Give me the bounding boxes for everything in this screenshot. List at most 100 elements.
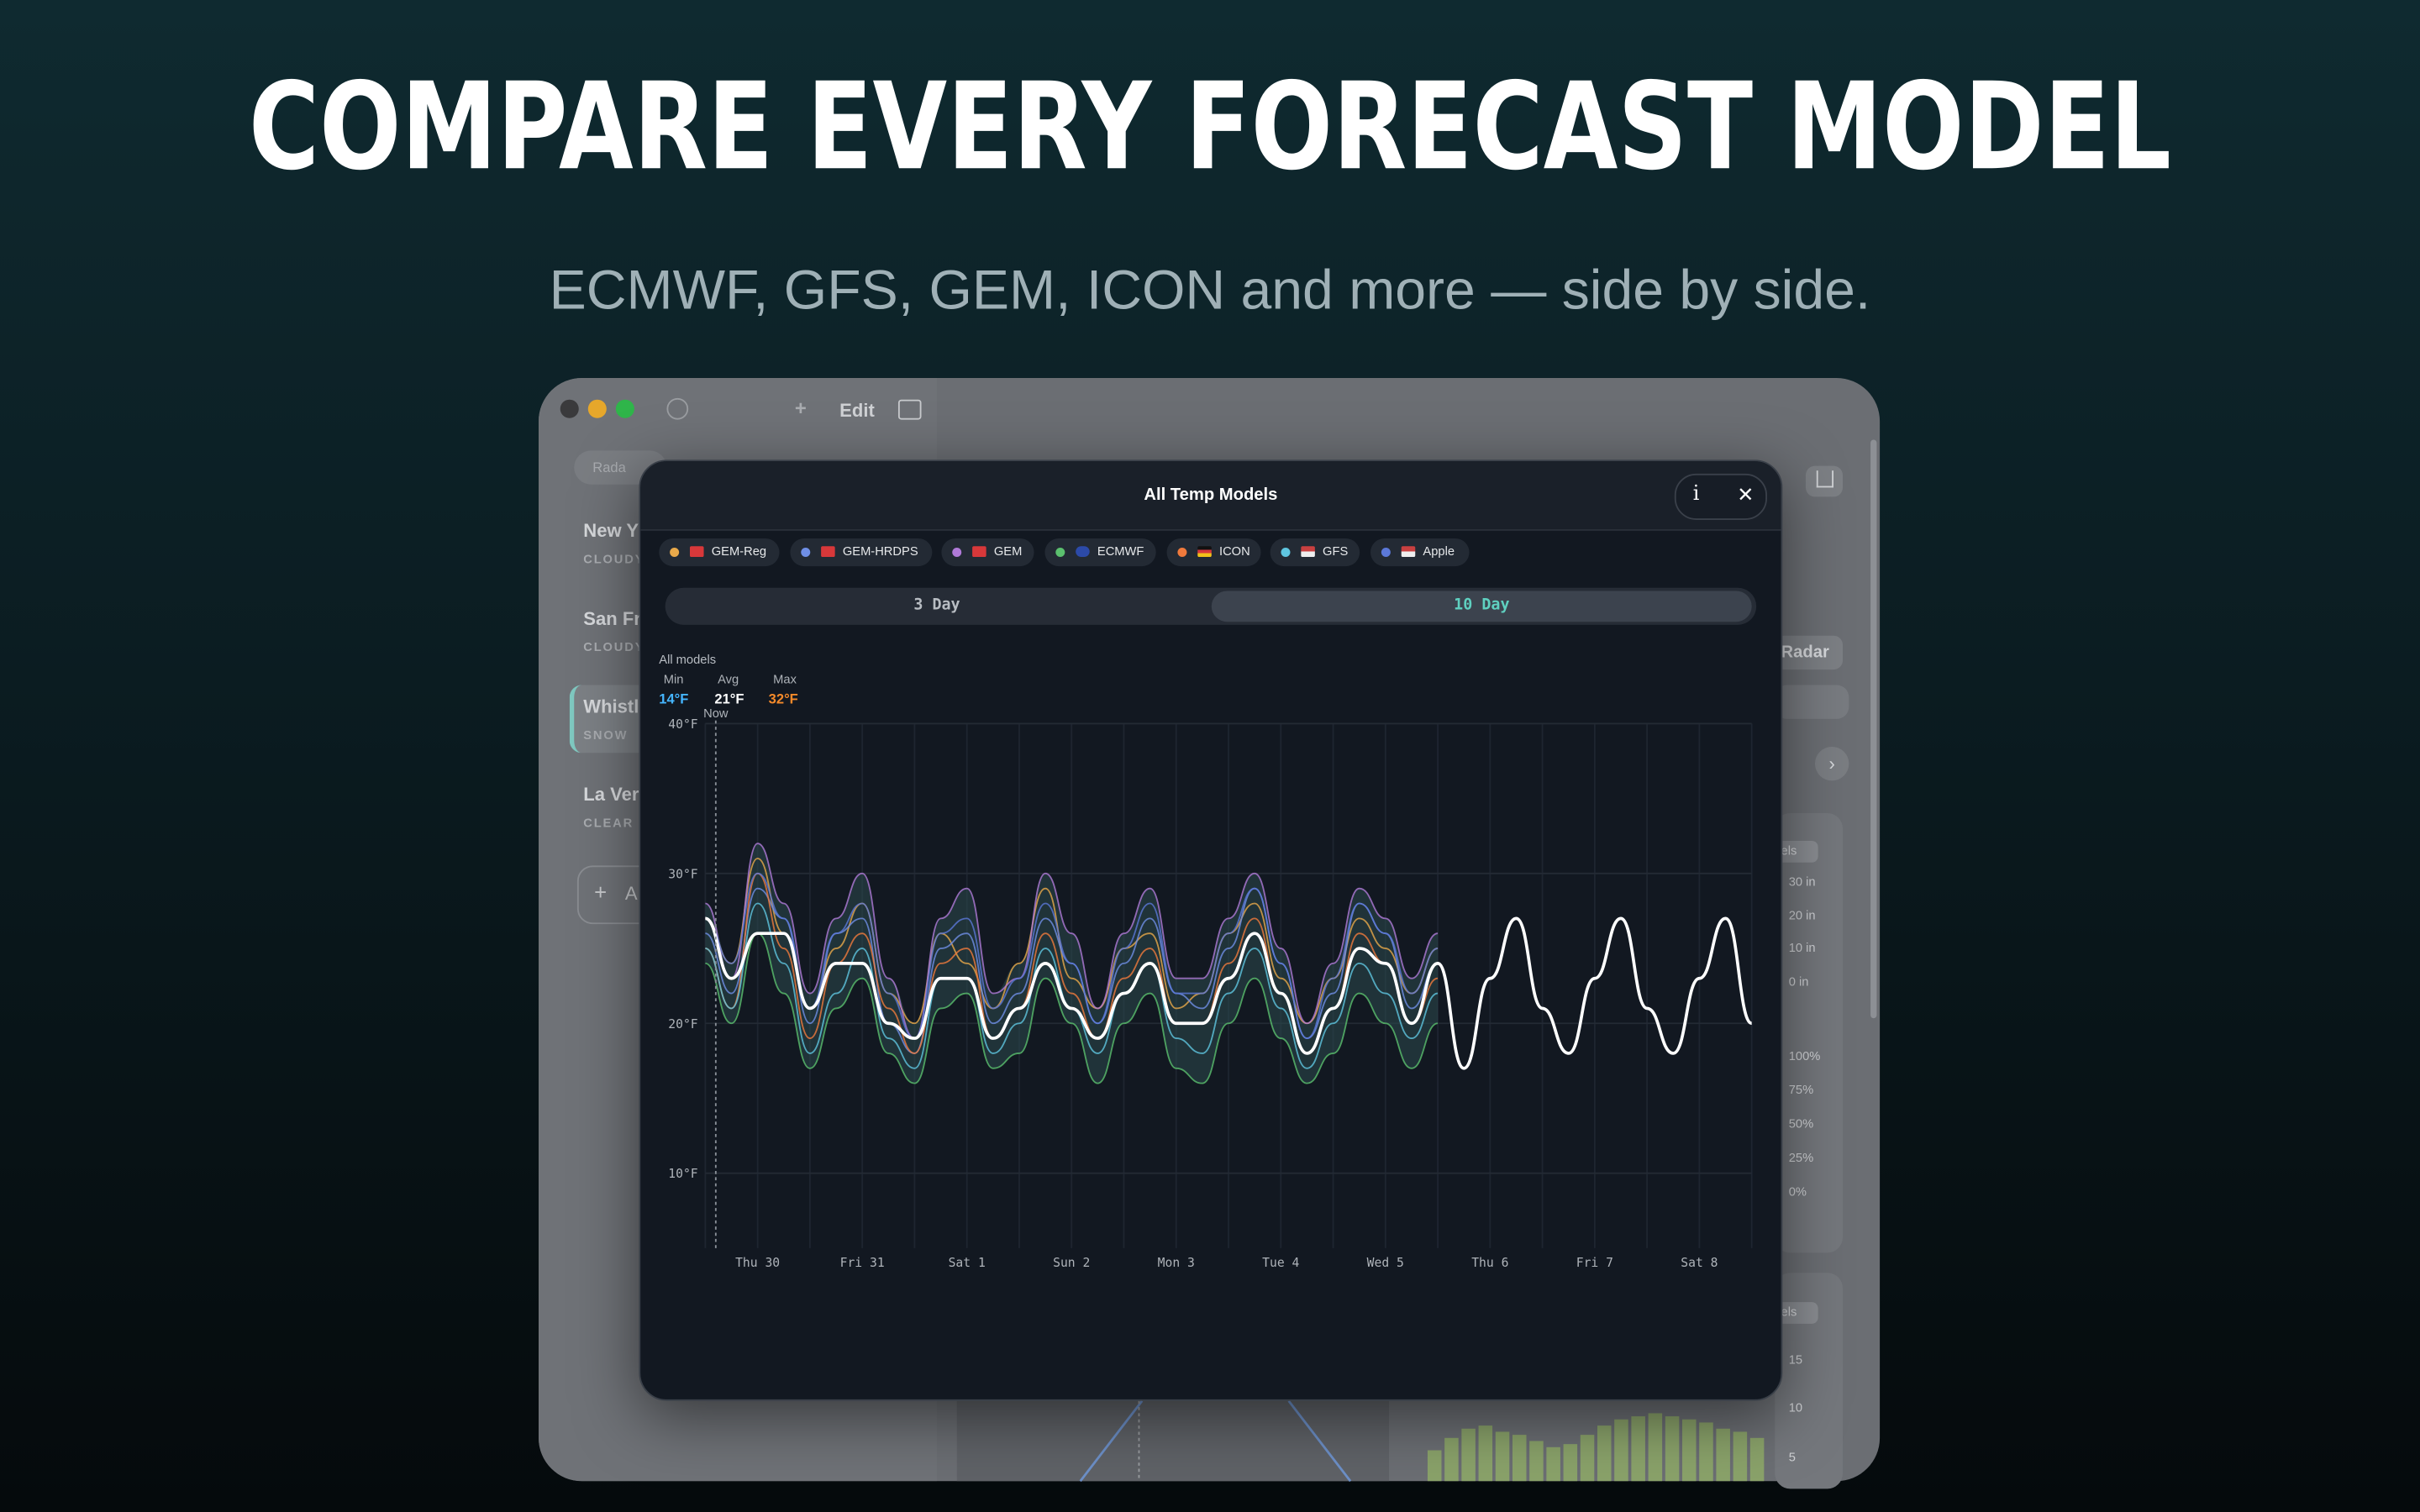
radar-button-label: Radar — [1781, 643, 1829, 662]
model-chip-label: GFS — [1323, 544, 1349, 559]
eu-flag-icon — [1076, 546, 1090, 558]
germany-flag-icon — [1197, 546, 1212, 558]
all-temp-models-modal: All Temp Models i ✕ GEM-Reg GEM-HRDPS GE… — [639, 459, 1783, 1401]
avg-value: 21°F — [714, 690, 744, 707]
info-icon[interactable]: i — [1692, 482, 1700, 507]
model-chip-gem-reg[interactable]: GEM-Reg — [659, 538, 780, 567]
y-tick-label: 30°F — [668, 867, 697, 881]
model-chip-gem-hrdps[interactable]: GEM-HRDPS — [790, 538, 933, 567]
model-chip-label: ICON — [1218, 544, 1250, 559]
header-button-group — [1674, 473, 1768, 520]
model-chip-apple[interactable]: Apple — [1370, 538, 1470, 567]
location-icon[interactable] — [666, 397, 689, 420]
series-dot — [1381, 548, 1391, 558]
temperature-chart[interactable]: 40°F 30°F 20°F 10°F Thu 30 Fri 31 Sat 1 Sun 2 Mo… — [640, 461, 1781, 1399]
modal-title: All Temp Models — [1144, 486, 1278, 505]
series-dot — [1281, 548, 1291, 558]
precip-scale-label: 30 in — [1788, 874, 1816, 889]
avg-label: Avg — [718, 672, 739, 687]
series-line-apple — [705, 872, 1439, 1040]
scrollbar[interactable] — [1870, 439, 1877, 1019]
model-chip-ecmwf[interactable]: ECMWF — [1044, 538, 1156, 567]
model-chip-icon[interactable]: ICON — [1166, 538, 1261, 567]
x-tick-label: Thu 30 — [735, 1256, 780, 1270]
x-tick-label: Sat 1 — [949, 1256, 986, 1270]
canada-flag-icon — [821, 546, 835, 558]
precip-scale-label: 20 in — [1788, 908, 1816, 923]
y-tick-label: 40°F — [668, 717, 697, 732]
location-name[interactable]: La Ver — [583, 784, 639, 806]
series-line-ecmwf — [705, 932, 1439, 1084]
chevron-right-icon[interactable]: › — [1814, 746, 1849, 781]
series-dot — [801, 548, 811, 558]
sidebar-toggle-icon[interactable] — [897, 399, 922, 420]
edit-button[interactable]: Edit — [839, 399, 875, 422]
x-tick-label: Sat 8 — [1681, 1256, 1718, 1270]
model-chip-gem[interactable]: GEM — [941, 538, 1034, 567]
location-name[interactable]: New Y — [583, 519, 639, 542]
close-icon[interactable]: ✕ — [1737, 482, 1754, 507]
search-field[interactable] — [1775, 685, 1849, 719]
add-location-label: A — [624, 882, 638, 905]
model-chip-label: GEM-HRDPS — [842, 544, 918, 559]
series-line-gem — [704, 843, 1439, 1040]
selected-segment — [1211, 591, 1752, 622]
add-icon[interactable]: + — [794, 396, 807, 420]
x-tick-label: Sun 2 — [1053, 1256, 1090, 1270]
share-button[interactable] — [1805, 465, 1844, 497]
zoom-window-button[interactable] — [615, 399, 634, 418]
wind-scale-label: 15 — [1788, 1352, 1803, 1368]
series-dot — [670, 548, 680, 558]
usa-flag-icon — [1401, 546, 1416, 558]
wind-scale-label: 5 — [1788, 1450, 1796, 1465]
precip-panel — [1775, 812, 1844, 1253]
precip-scale-label: 10 in — [1788, 941, 1816, 955]
x-tick-label: Fri 7 — [1576, 1256, 1613, 1270]
radar-chip-label: Rada — [592, 459, 626, 475]
model-chip-label: Apple — [1423, 544, 1455, 559]
usa-flag-icon — [1301, 546, 1315, 558]
max-value: 32°F — [768, 690, 798, 707]
y-tick-label: 10°F — [668, 1167, 697, 1181]
series-dot — [952, 548, 962, 558]
x-tick-label: Thu 6 — [1471, 1256, 1508, 1270]
percent-scale-label: 0% — [1788, 1184, 1807, 1200]
summary-group-label: All models — [659, 652, 717, 667]
range-segmented-control — [665, 587, 1757, 625]
tab-3-day[interactable]: 3 Day — [913, 596, 960, 615]
radar-button[interactable]: Radar — [1775, 635, 1844, 670]
percent-scale-label: 100% — [1788, 1048, 1821, 1063]
location-name[interactable]: Whistl — [583, 696, 639, 718]
model-chip-gfs[interactable]: GFS — [1270, 538, 1360, 567]
now-label: Now — [703, 707, 729, 721]
subheadline: ECMWF, GFS, GEM, ICON and more — side by… — [549, 257, 1871, 322]
min-label: Min — [663, 672, 684, 687]
location-condition: CLOUDY — [583, 552, 645, 567]
location-condition: SNOW — [583, 727, 629, 743]
minimize-window-button[interactable] — [587, 399, 607, 418]
location-condition: CLEAR — [583, 816, 634, 831]
precip-scale-label: 0 in — [1788, 974, 1809, 990]
canada-flag-icon — [972, 546, 986, 558]
x-tick-label: Wed 5 — [1367, 1256, 1404, 1270]
series-line-avg — [704, 916, 1753, 1070]
plus-icon: + — [594, 879, 608, 905]
location-name[interactable]: San Fr — [583, 607, 641, 630]
x-tick-label: Mon 3 — [1158, 1256, 1195, 1270]
percent-scale-label: 25% — [1788, 1151, 1814, 1165]
tab-10-day[interactable]: 10 Day — [1454, 596, 1510, 615]
series-dot — [1177, 548, 1187, 558]
min-value: 14°F — [659, 690, 689, 707]
model-chip-label: ECMWF — [1097, 544, 1144, 559]
x-tick-label: Tue 4 — [1262, 1256, 1299, 1270]
wind-scale-label: 10 — [1788, 1400, 1803, 1415]
model-chip-label: GEM-Reg — [711, 544, 767, 559]
close-window-button[interactable] — [560, 399, 579, 418]
model-chip-label: GEM — [993, 544, 1023, 559]
canada-flag-icon — [690, 546, 704, 558]
modal-header — [640, 461, 1781, 531]
series-dot — [1055, 548, 1065, 558]
percent-scale-label: 50% — [1788, 1116, 1814, 1131]
x-tick-label: Fri 31 — [840, 1256, 885, 1270]
